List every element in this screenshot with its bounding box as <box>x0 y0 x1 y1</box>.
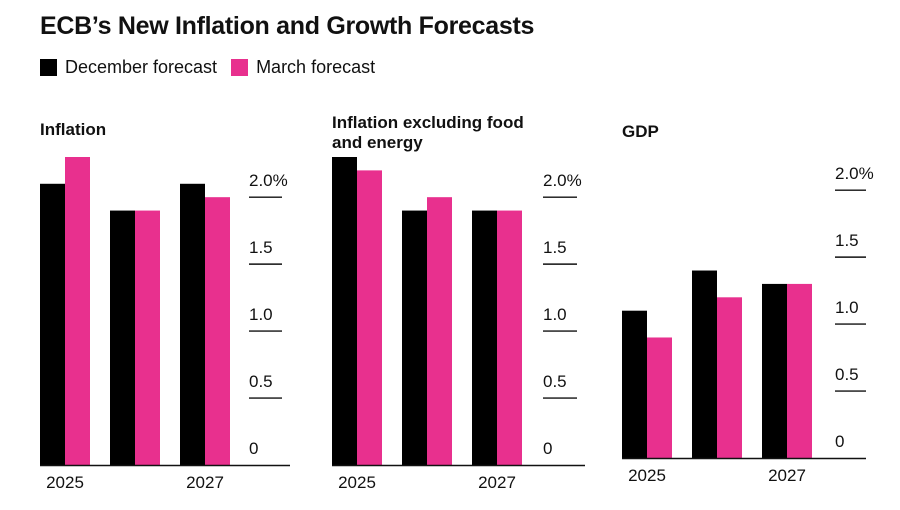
x-tick-label: 2025 <box>46 473 84 492</box>
x-tick-label: 2027 <box>186 473 224 492</box>
bar-march <box>647 337 672 458</box>
legend-label-march: March forecast <box>256 57 376 77</box>
panel-title: and energy <box>332 133 423 152</box>
bar-december <box>402 210 427 465</box>
bar-december <box>692 270 717 458</box>
y-tick-label: 2.0% <box>543 171 582 190</box>
bar-december <box>762 283 787 458</box>
bar-march <box>427 197 452 465</box>
bar-december <box>40 183 65 466</box>
legend-item-december: December forecast <box>40 57 217 78</box>
y-tick-label: 0.5 <box>249 372 273 391</box>
legend-swatch-december <box>40 59 57 76</box>
bar-march <box>787 283 812 458</box>
bar-december <box>622 310 647 458</box>
y-tick-label: 1.0 <box>835 298 859 317</box>
y-tick-label: 2.0% <box>835 164 874 183</box>
bar-march <box>205 197 230 465</box>
y-tick-label: 0 <box>249 439 258 458</box>
y-tick-label: 0.5 <box>543 372 567 391</box>
legend-item-march: March forecast <box>231 57 375 78</box>
y-tick-label: 0 <box>543 439 552 458</box>
panel-title: Inflation excluding food <box>332 113 524 132</box>
y-tick-label: 0 <box>835 432 844 451</box>
x-tick-label: 2025 <box>338 473 376 492</box>
legend-swatch-march <box>231 59 249 76</box>
bar-december <box>110 210 135 465</box>
panel-title: GDP <box>622 122 659 141</box>
bar-december <box>180 183 205 466</box>
chart-title: ECB’s New Inflation and Growth Forecasts <box>40 12 535 40</box>
x-tick-label: 2027 <box>768 466 806 485</box>
y-tick-label: 1.5 <box>835 231 859 250</box>
y-tick-label: 1.5 <box>249 238 273 257</box>
bar-march <box>65 157 90 465</box>
y-tick-label: 1.0 <box>543 305 567 324</box>
x-tick-label: 2027 <box>478 473 516 492</box>
bar-march <box>717 297 742 458</box>
bar-december <box>472 210 497 465</box>
bar-march <box>497 210 522 465</box>
y-tick-label: 2.0% <box>249 171 288 190</box>
bar-december <box>332 157 357 465</box>
bar-march <box>135 210 160 465</box>
x-tick-label: 2025 <box>628 466 666 485</box>
bar-march <box>357 170 382 466</box>
legend-label-december: December forecast <box>65 57 218 77</box>
y-tick-label: 1.5 <box>543 238 567 257</box>
panel-title: Inflation <box>40 120 106 139</box>
y-tick-label: 0.5 <box>835 365 859 384</box>
y-tick-label: 1.0 <box>249 305 273 324</box>
legend: December forecast March forecast <box>40 57 389 78</box>
